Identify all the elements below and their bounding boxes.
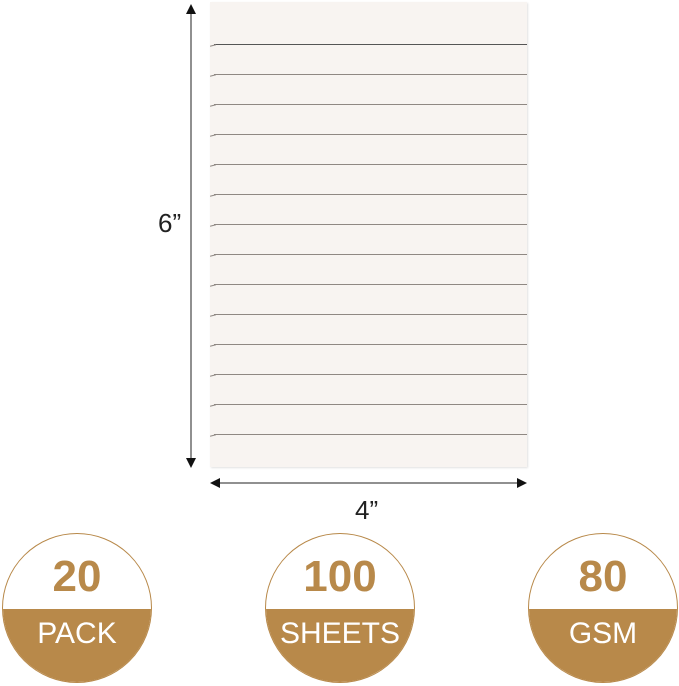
width-label: 4”	[355, 495, 379, 525]
ruled-line	[214, 374, 527, 375]
gsm-badge: 80 GSM	[528, 533, 678, 683]
ruled-line	[214, 434, 527, 435]
ruled-line	[214, 224, 527, 225]
ruled-line	[214, 74, 527, 75]
ruled-line	[214, 284, 527, 285]
badge-number: 20	[52, 552, 102, 601]
ruled-line	[214, 194, 527, 195]
ruled-line	[214, 134, 527, 135]
ruled-line	[214, 44, 527, 45]
ruled-line	[214, 404, 527, 405]
height-arrow	[186, 4, 196, 468]
badge-number: 80	[578, 552, 628, 601]
badge-label: GSM	[568, 617, 638, 650]
ruled-line	[214, 254, 527, 255]
ruled-line	[214, 104, 527, 105]
pack-badge: 20 PACK	[2, 533, 152, 683]
width-arrow	[210, 478, 527, 488]
ruled-line	[214, 314, 527, 315]
sheets-badge: 100 SHEETS	[265, 533, 415, 683]
badge-label: PACK	[37, 617, 117, 650]
height-label: 6”	[158, 208, 182, 238]
badge-label: SHEETS	[279, 617, 401, 650]
ruled-line	[214, 164, 527, 165]
ruled-line	[214, 344, 527, 345]
badge-number: 100	[303, 552, 377, 601]
notepad-page	[210, 2, 527, 467]
